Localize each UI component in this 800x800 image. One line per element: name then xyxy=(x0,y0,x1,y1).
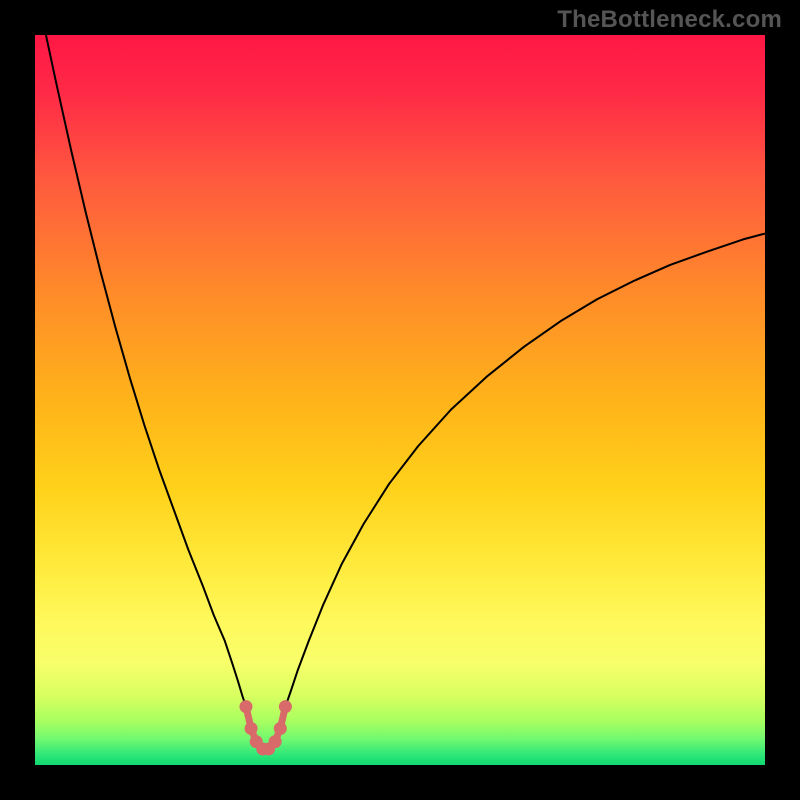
trough-marker xyxy=(279,701,291,713)
curve-left-branch xyxy=(46,35,246,707)
trough-marker xyxy=(274,723,286,735)
chart-svg-layer xyxy=(0,0,800,800)
watermark-text: TheBottleneck.com xyxy=(557,6,782,34)
curve-right-branch xyxy=(285,234,765,707)
outer-frame: TheBottleneck.com xyxy=(0,0,800,800)
trough-marker xyxy=(240,701,252,713)
trough-marker xyxy=(245,723,257,735)
trough-marker xyxy=(269,736,281,748)
